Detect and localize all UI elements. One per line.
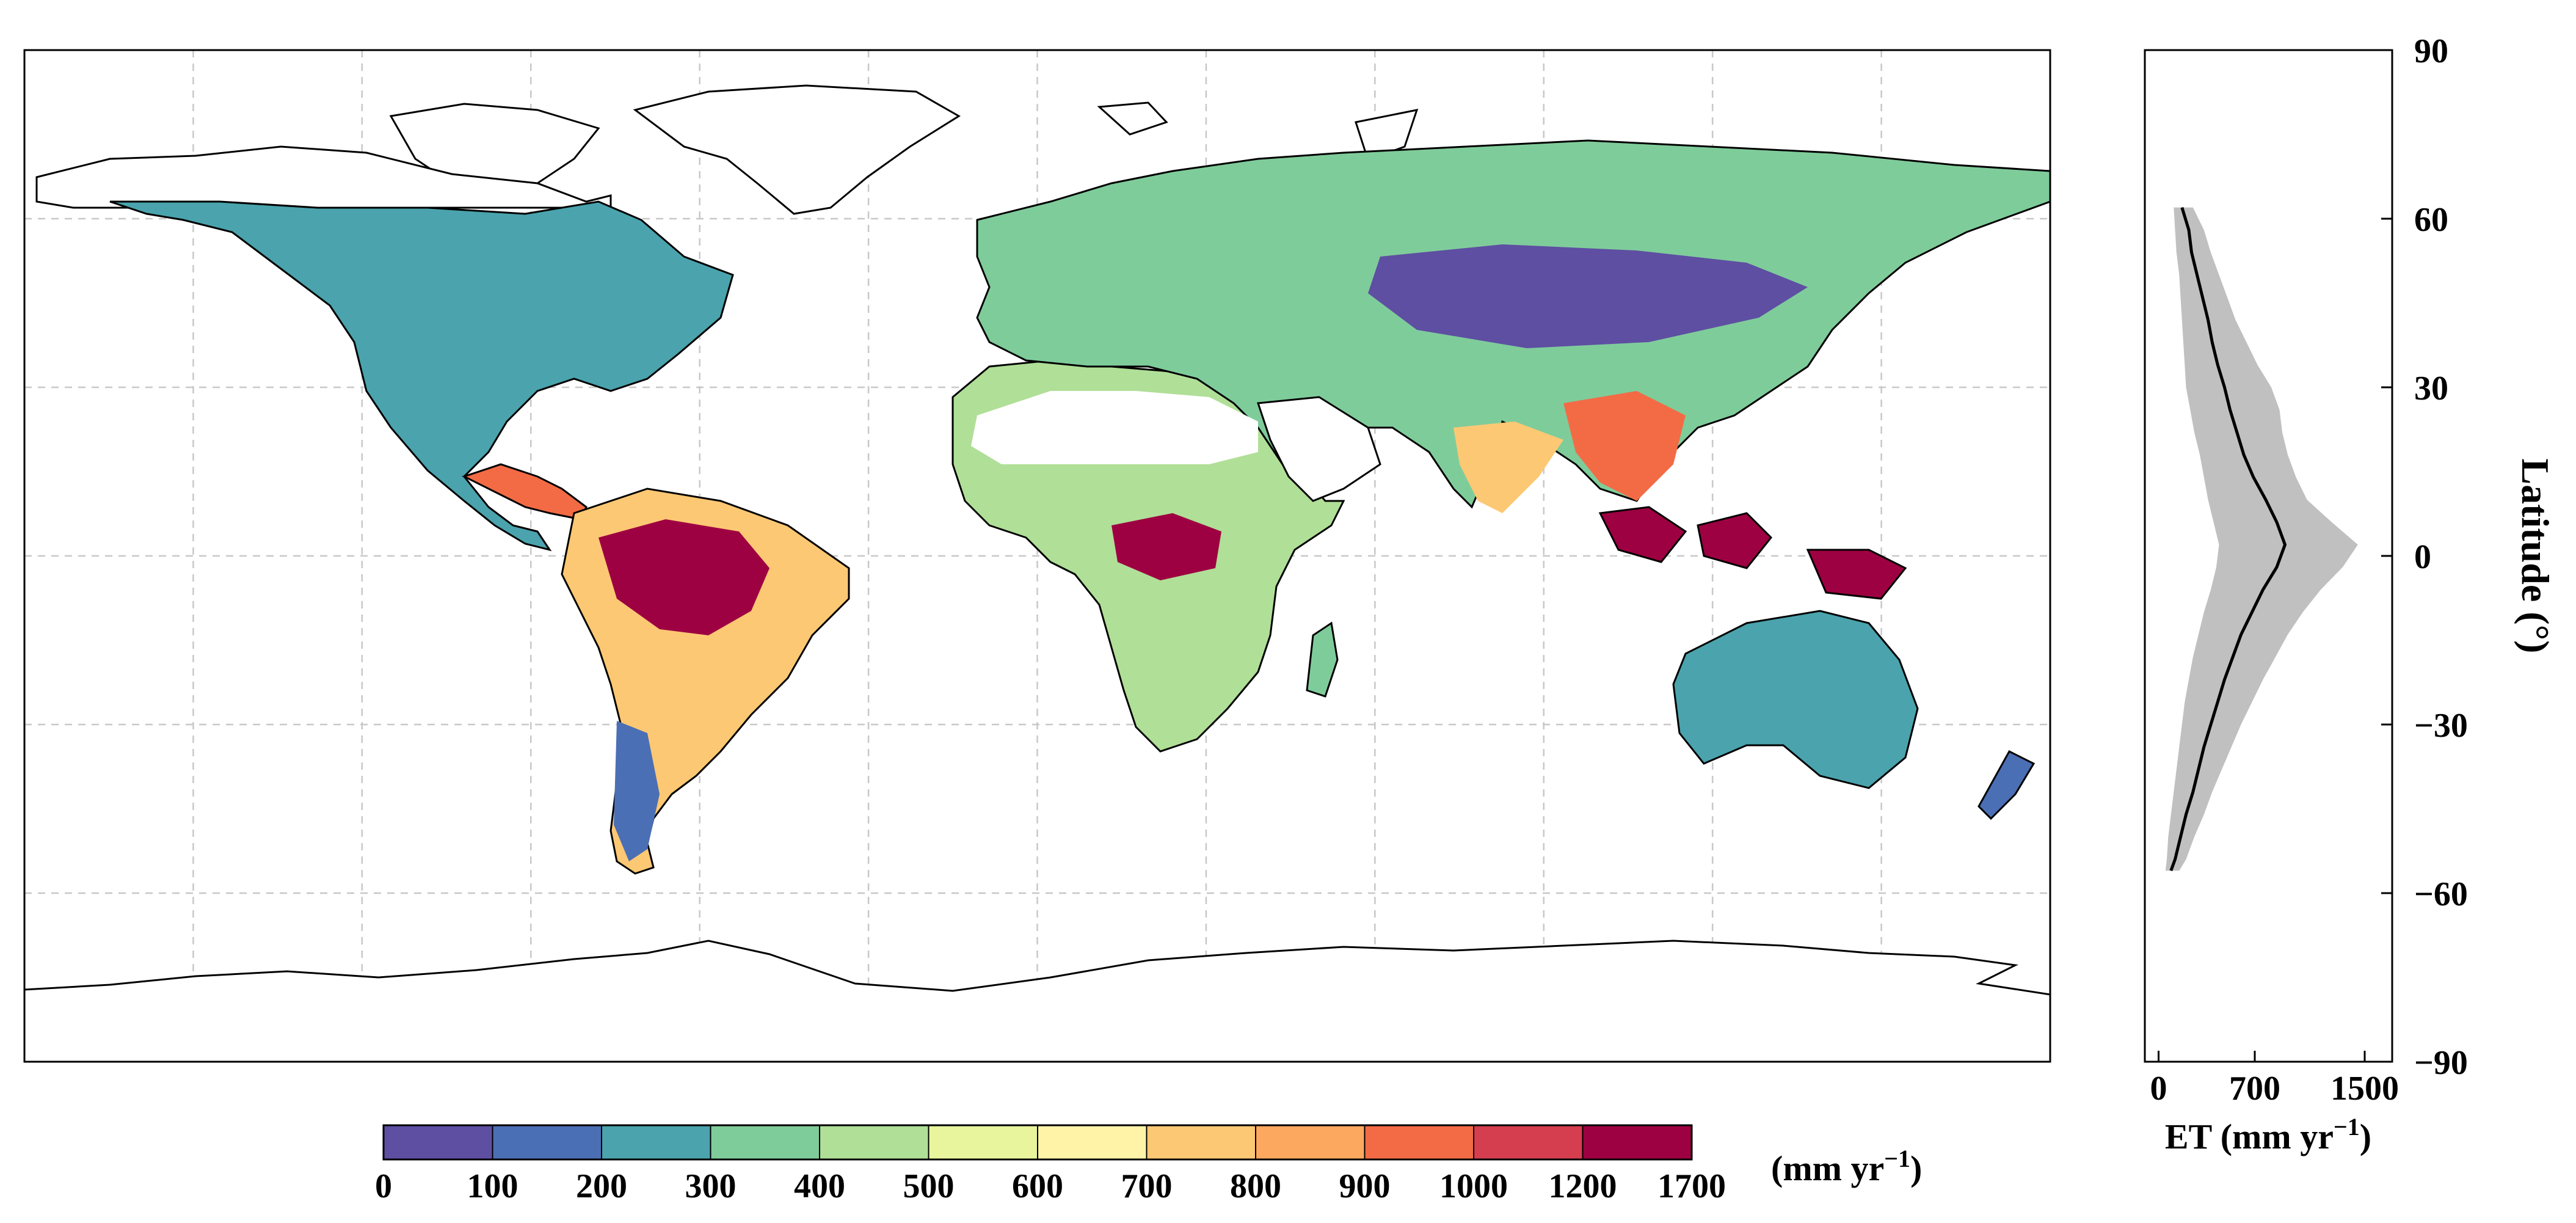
map-frame [23,49,2051,1063]
profile-ytick-label: −30 [2414,707,2468,745]
colorbar-swatch [819,1125,930,1160]
colorbar-tick-label: 500 [903,1167,955,1205]
svalbard [1097,101,1168,136]
colorbar-outline [382,1124,1693,1161]
colorbar-swatch [383,1125,493,1160]
colorbar-unit-exp: −1 [1884,1145,1910,1172]
australia [1672,610,1919,789]
profile-panel: −90 −60 −30 0 30 60 90 0 700 1500 [2144,32,2468,1108]
colorbar-swatch [601,1125,711,1160]
profile-xlabel-prefix: ET (mm yr [2165,1117,2334,1156]
colorbar-swatch [710,1125,820,1160]
colorbar-swatch [1364,1125,1474,1160]
colorbar-unit-suffix: ) [1910,1148,1922,1188]
madagascar [1306,621,1339,698]
profile-ylabel: Latitude (°) [2514,459,2557,654]
colorbar-tick-label: 700 [1121,1167,1173,1205]
colorbar-tick-label: 300 [685,1167,737,1205]
colorbar-tick-label: 800 [1230,1167,1281,1205]
profile-ytick-label: 60 [2414,201,2448,239]
colorbar-swatch [1146,1125,1256,1160]
profile-ytick-label: −60 [2414,875,2468,913]
profile-xlabel-suffix: ) [2360,1117,2371,1156]
sahara [971,391,1258,464]
new-zealand [1977,750,2036,820]
colorbar: 0 100 200 300 400 500 600 700 800 900 1000 1200 1700 [375,1124,1726,1205]
profile-xtick-label: 1500 [2330,1070,2399,1108]
colorbar-tick-label: 0 [375,1167,392,1205]
profile-ytick-label: 30 [2414,370,2448,407]
antarctica-coast [24,940,2050,1062]
profile-xtick-label: 0 [2150,1070,2167,1108]
maritime-continent [1598,506,1907,600]
profile-xlabel: ET (mm yr−1) [2165,1113,2371,1156]
colorbar-swatch [1582,1125,1692,1160]
greenland [633,84,961,215]
colorbar-tick-label: 100 [467,1167,518,1205]
colorbar-tick-label: 600 [1012,1167,1063,1205]
map-panel [23,49,2051,1063]
colorbar-unit-prefix: (mm yr [1771,1148,1884,1188]
colorbar-unit: (mm yr−1) [1771,1145,1922,1188]
profile-xtick-label: 700 [2229,1070,2280,1108]
colorbar-swatch [928,1125,1038,1160]
colorbar-tick-label: 1200 [1549,1167,1617,1205]
profile-range-band [2165,207,2358,871]
colorbar-tick-label: 400 [794,1167,845,1205]
map-land [24,84,2050,1062]
colorbar-tick-label: 900 [1339,1167,1391,1205]
se-asia [1563,391,1686,501]
profile-ytick-label: 90 [2414,32,2448,70]
colorbar-tick-label: 1700 [1657,1167,1726,1205]
colorbar-swatch [1037,1125,1148,1160]
profile-ytick-label: −90 [2414,1044,2468,1082]
patagonia [614,721,660,861]
india [1454,422,1563,513]
colorbar-swatch [1255,1125,1366,1160]
colorbar-tick-label: 1000 [1439,1167,1508,1205]
profile-ytick-label: 0 [2414,538,2431,576]
north-america-arctic [35,145,612,209]
central-asia-dry [1368,244,1808,348]
congo-core [1112,513,1221,580]
arabian-peninsula [1256,396,1381,502]
profile-mean-line [2169,206,2287,872]
novaya-zemlya [1355,109,1419,161]
amazon-core [599,519,770,635]
colorbar-swatch [1473,1125,1584,1160]
colorbar-swatch [492,1125,602,1160]
profile-xlabel-exp: −1 [2334,1113,2360,1141]
colorbar-tick-label: 200 [576,1167,627,1205]
